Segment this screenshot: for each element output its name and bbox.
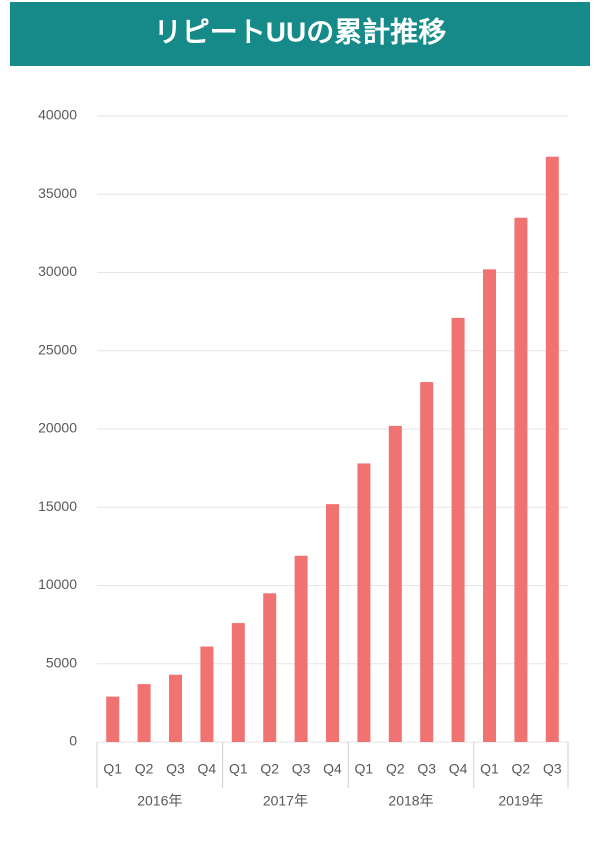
group-label: 2016年: [137, 793, 182, 809]
bar: [106, 696, 120, 742]
x-tick-label: Q2: [386, 761, 405, 777]
bar: [451, 317, 465, 742]
y-tick-label: 15000: [38, 498, 77, 514]
bar: [483, 269, 496, 742]
bar: [294, 555, 308, 742]
group-label: 2019年: [498, 793, 543, 809]
x-tick-label: Q3: [543, 761, 562, 777]
x-tick-label: Q1: [103, 761, 122, 777]
bar: [169, 674, 182, 742]
y-tick-label: 0: [69, 733, 77, 749]
bar: [137, 684, 151, 742]
group-label: 2018年: [388, 793, 433, 809]
bar: [388, 425, 402, 742]
group-label: 2017年: [263, 793, 308, 809]
x-tick-label: Q1: [355, 761, 374, 777]
x-tick-label: Q1: [480, 761, 499, 777]
bar: [231, 623, 245, 742]
x-tick-label: Q3: [166, 761, 185, 777]
x-tick-label: Q3: [417, 761, 436, 777]
bar: [200, 646, 214, 742]
y-tick-label: 35000: [38, 185, 77, 201]
bar: [514, 217, 528, 743]
y-tick-label: 25000: [38, 341, 77, 357]
bar: [263, 593, 277, 742]
x-tick-label: Q2: [135, 761, 154, 777]
title-banner: [10, 2, 590, 66]
y-tick-label: 5000: [46, 654, 77, 670]
x-tick-label: Q2: [512, 761, 531, 777]
y-tick-label: 30000: [38, 263, 77, 279]
y-tick-label: 10000: [38, 576, 77, 592]
x-tick-label: Q4: [198, 761, 217, 777]
bar: [420, 382, 434, 742]
bar: [326, 504, 339, 742]
bar: [545, 156, 559, 742]
bar: [357, 463, 371, 742]
chart-title: リピートUUの累計推移: [154, 15, 446, 47]
x-tick-label: Q4: [323, 761, 342, 777]
x-tick-label: Q2: [260, 761, 279, 777]
x-tick-label: Q3: [292, 761, 311, 777]
x-tick-label: Q1: [229, 761, 248, 777]
y-tick-label: 20000: [38, 420, 77, 436]
x-tick-label: Q4: [449, 761, 468, 777]
y-tick-label: 40000: [38, 107, 77, 123]
